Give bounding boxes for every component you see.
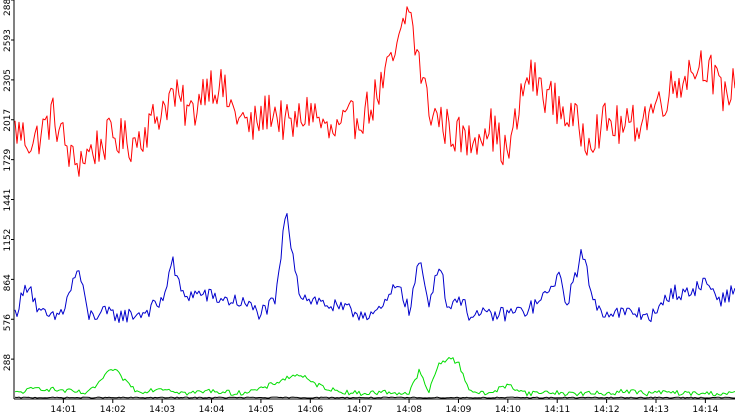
x-tick-label: 14:02 xyxy=(100,405,126,415)
x-tick-label: 14:10 xyxy=(495,405,521,415)
y-tick-label: 2593 xyxy=(3,29,13,52)
y-tick-label: 576 xyxy=(3,314,13,331)
x-tick-label: 14:03 xyxy=(149,405,175,415)
x-tick-label: 14:01 xyxy=(50,405,76,415)
x-tick-label: 14:13 xyxy=(643,405,669,415)
x-tick-layer: 14:01 14:02 14:03 14:04 14:05 14:06 14:07 14:08… xyxy=(50,399,719,415)
series-line-4 xyxy=(14,396,735,399)
x-tick-label: 14:12 xyxy=(594,405,620,415)
y-tick-label: 1152 xyxy=(3,229,13,252)
y-tick-label: 2305 xyxy=(3,69,13,92)
y-tick-label: 1729 xyxy=(3,148,13,171)
x-tick-label: 14:06 xyxy=(297,405,323,415)
x-tick-label: 14:04 xyxy=(199,405,225,415)
y-tick-label: 864 xyxy=(3,274,13,291)
x-tick-label: 14:14 xyxy=(692,405,718,415)
series-line-3 xyxy=(14,357,735,397)
x-tick-label: 14:11 xyxy=(544,405,570,415)
x-tick-label: 14:09 xyxy=(445,405,471,415)
y-tick-label: 2017 xyxy=(3,109,13,132)
x-tick-label: 14:08 xyxy=(396,405,422,415)
x-tick-label: 14:07 xyxy=(347,405,373,415)
series-line-2 xyxy=(14,213,735,323)
series-line-1 xyxy=(14,6,735,177)
y-tick-label: 2882 xyxy=(3,0,13,16)
series-layer xyxy=(14,6,735,399)
y-tick-layer: 288 576 864 1152 1441 1729 2017 2305 2593 2882 xyxy=(3,0,14,371)
y-tick-label: 1441 xyxy=(3,189,13,212)
x-tick-label: 14:05 xyxy=(248,405,274,415)
y-tick-label: 288 xyxy=(3,354,13,371)
